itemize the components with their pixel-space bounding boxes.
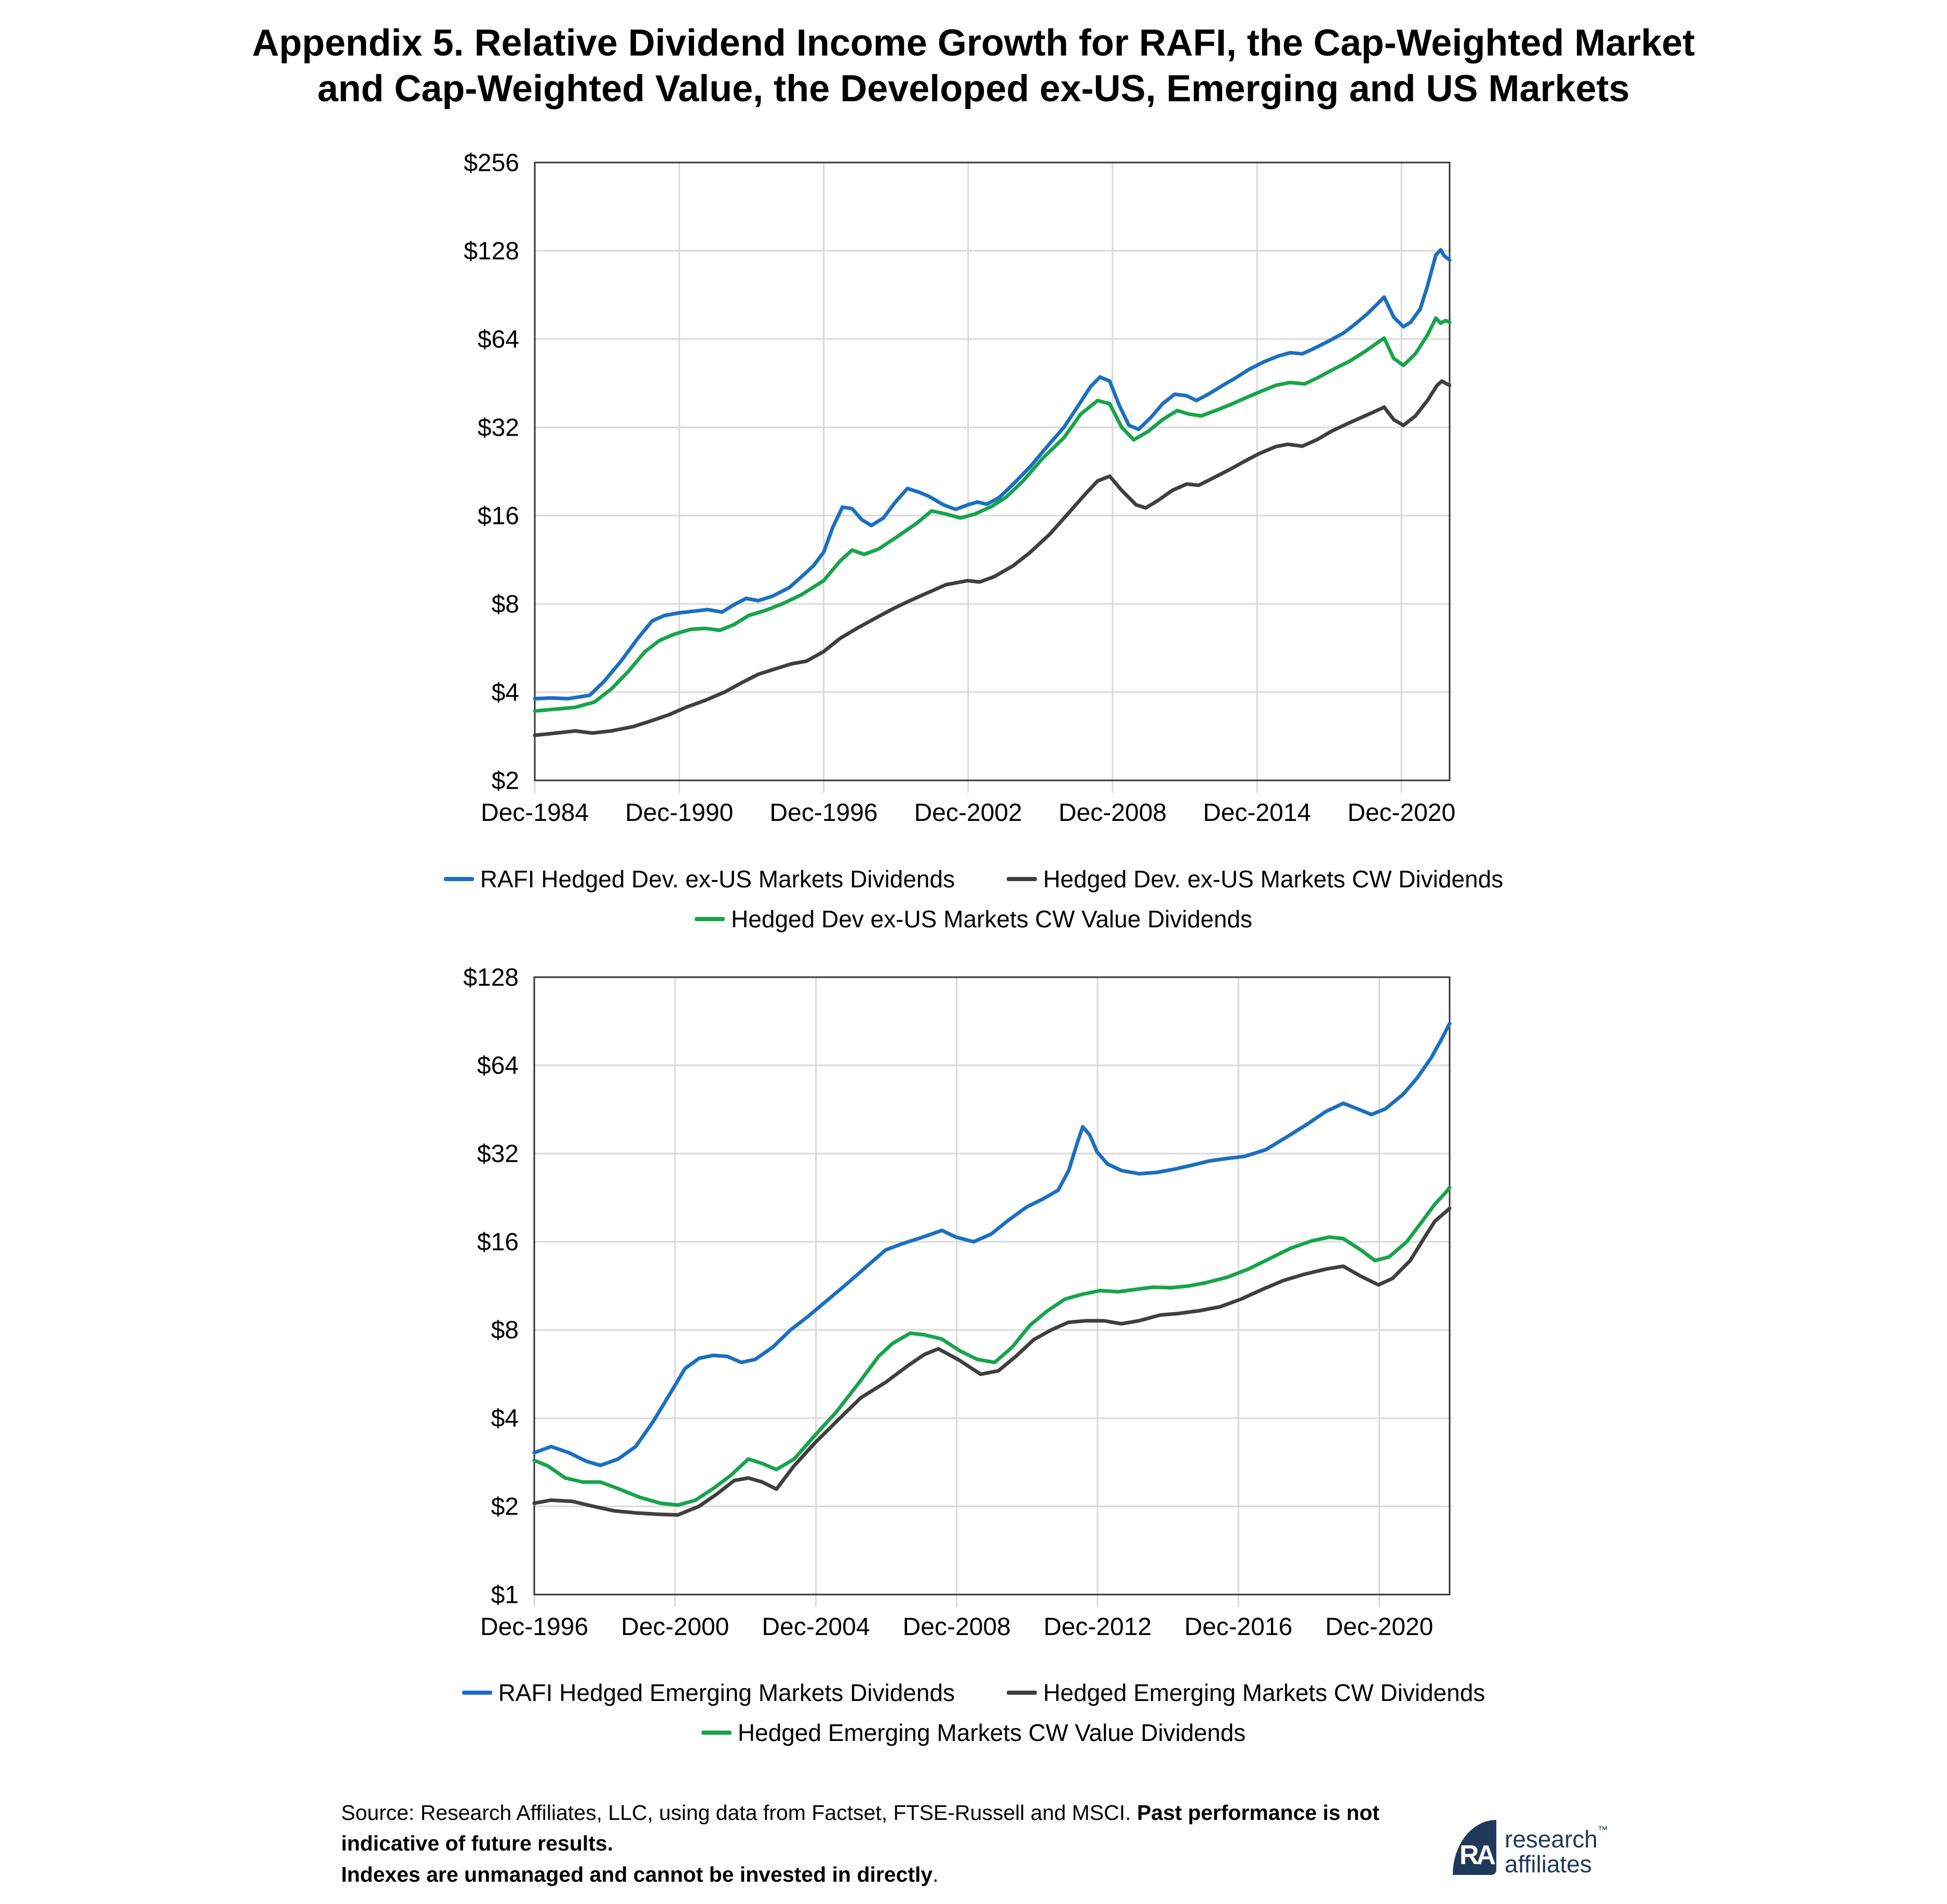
- svg-text:Dec-1996: Dec-1996: [480, 1613, 588, 1641]
- svg-text:Dec-2008: Dec-2008: [903, 1613, 1011, 1641]
- research-affiliates-logo-icon: RA: [1453, 1820, 1496, 1875]
- svg-text:Dec-1996: Dec-1996: [769, 799, 877, 827]
- figure-title: Appendix 5. Relative Dividend Income Gro…: [0, 21, 1947, 112]
- legend-label: RAFI Hedged Emerging Markets Dividends: [498, 1679, 955, 1706]
- source-prefix: Source: Research Affiliates, LLC, using …: [341, 1801, 1137, 1825]
- legend-label: Hedged Emerging Markets CW Value Dividen…: [737, 1719, 1246, 1746]
- source-line-1: Source: Research Affiliates, LLC, using …: [341, 1798, 1457, 1859]
- legend-item: Hedged Dev ex-US Markets CW Value Divide…: [695, 906, 1252, 933]
- svg-text:$1: $1: [491, 1581, 519, 1609]
- legend-row: Hedged Dev ex-US Markets CW Value Divide…: [695, 906, 1252, 933]
- legend-line-swatch: [695, 916, 725, 921]
- legend-row: RAFI Hedged Dev. ex-US Markets Dividends…: [443, 866, 1503, 893]
- source-bold-1: Past performance is not indicative of fu…: [341, 1801, 1380, 1856]
- svg-text:Dec-2002: Dec-2002: [914, 799, 1022, 827]
- svg-text:$256: $256: [464, 149, 519, 177]
- svg-text:Dec-2008: Dec-2008: [1059, 799, 1167, 827]
- source-suffix: .: [932, 1862, 939, 1886]
- logo-wordmark-line2: affiliates: [1505, 1850, 1592, 1878]
- legend-row: RAFI Hedged Emerging Markets Dividends He…: [462, 1680, 1485, 1706]
- legend-developed-ex-us: RAFI Hedged Dev. ex-US Markets Dividends…: [0, 866, 1947, 932]
- ra-monogram: RA: [1459, 1840, 1496, 1870]
- legend-label: Hedged Emerging Markets CW Dividends: [1043, 1679, 1485, 1706]
- research-affiliates-logo: RA research™ affiliates: [1453, 1820, 1608, 1877]
- legend-line-swatch: [443, 877, 474, 882]
- legend-label: RAFI Hedged Dev. ex-US Markets Dividends: [480, 866, 955, 893]
- svg-text:$32: $32: [478, 414, 519, 441]
- svg-text:$128: $128: [463, 964, 519, 991]
- svg-text:Dec-1990: Dec-1990: [625, 799, 733, 827]
- svg-text:$4: $4: [492, 679, 519, 706]
- legend-item: Hedged Emerging Markets CW Dividends: [1007, 1680, 1485, 1706]
- svg-text:Dec-1984: Dec-1984: [481, 799, 589, 827]
- legend-item: RAFI Hedged Dev. ex-US Markets Dividends: [443, 866, 955, 893]
- svg-text:Dec-2004: Dec-2004: [762, 1613, 870, 1641]
- svg-text:Dec-2020: Dec-2020: [1325, 1613, 1433, 1641]
- logo-wordmark-line1: research™: [1505, 1825, 1608, 1853]
- logo-wordmark: research™ affiliates: [1505, 1825, 1608, 1878]
- figure-title-line2: and Cap-Weighted Value, the Developed ex…: [317, 67, 1630, 110]
- trademark-symbol: ™: [1597, 1825, 1608, 1836]
- source-bold-2: Indexes are unmanaged and cannot be inve…: [341, 1862, 933, 1886]
- svg-text:Dec-2016: Dec-2016: [1184, 1613, 1292, 1641]
- svg-text:$16: $16: [478, 502, 519, 530]
- svg-text:$64: $64: [478, 326, 519, 353]
- legend-line-swatch: [1007, 877, 1037, 882]
- figure-title-line1: Appendix 5. Relative Dividend Income Gro…: [252, 22, 1695, 64]
- legend-item: Hedged Emerging Markets CW Value Dividen…: [701, 1719, 1246, 1746]
- svg-text:$8: $8: [492, 590, 519, 618]
- source-note: Source: Research Affiliates, LLC, using …: [341, 1798, 1457, 1890]
- svg-text:$2: $2: [491, 1493, 519, 1520]
- legend-emerging-markets: RAFI Hedged Emerging Markets Dividends He…: [0, 1680, 1947, 1746]
- source-line-2: Indexes are unmanaged and cannot be inve…: [341, 1859, 1457, 1890]
- svg-text:$64: $64: [477, 1052, 519, 1079]
- svg-text:$128: $128: [464, 237, 519, 265]
- legend-label: Hedged Dev ex-US Markets CW Value Divide…: [731, 905, 1252, 933]
- legend-row: Hedged Emerging Markets CW Value Dividen…: [701, 1719, 1246, 1746]
- svg-text:$4: $4: [491, 1405, 519, 1433]
- legend-line-swatch: [462, 1691, 492, 1695]
- svg-text:Dec-2012: Dec-2012: [1044, 1613, 1152, 1641]
- legend-line-swatch: [701, 1730, 732, 1735]
- legend-item: Hedged Dev. ex-US Markets CW Dividends: [1007, 866, 1503, 893]
- legend-line-swatch: [1007, 1691, 1037, 1695]
- legend-label: Hedged Dev. ex-US Markets CW Dividends: [1043, 866, 1504, 893]
- legend-item: RAFI Hedged Emerging Markets Dividends: [462, 1680, 955, 1706]
- svg-text:$2: $2: [492, 767, 519, 794]
- svg-text:$8: $8: [491, 1317, 519, 1344]
- svg-text:$32: $32: [477, 1140, 519, 1168]
- svg-text:Dec-2020: Dec-2020: [1347, 799, 1455, 827]
- svg-text:Dec-2014: Dec-2014: [1203, 799, 1311, 827]
- svg-text:$16: $16: [477, 1228, 519, 1256]
- svg-text:Dec-2000: Dec-2000: [621, 1613, 729, 1641]
